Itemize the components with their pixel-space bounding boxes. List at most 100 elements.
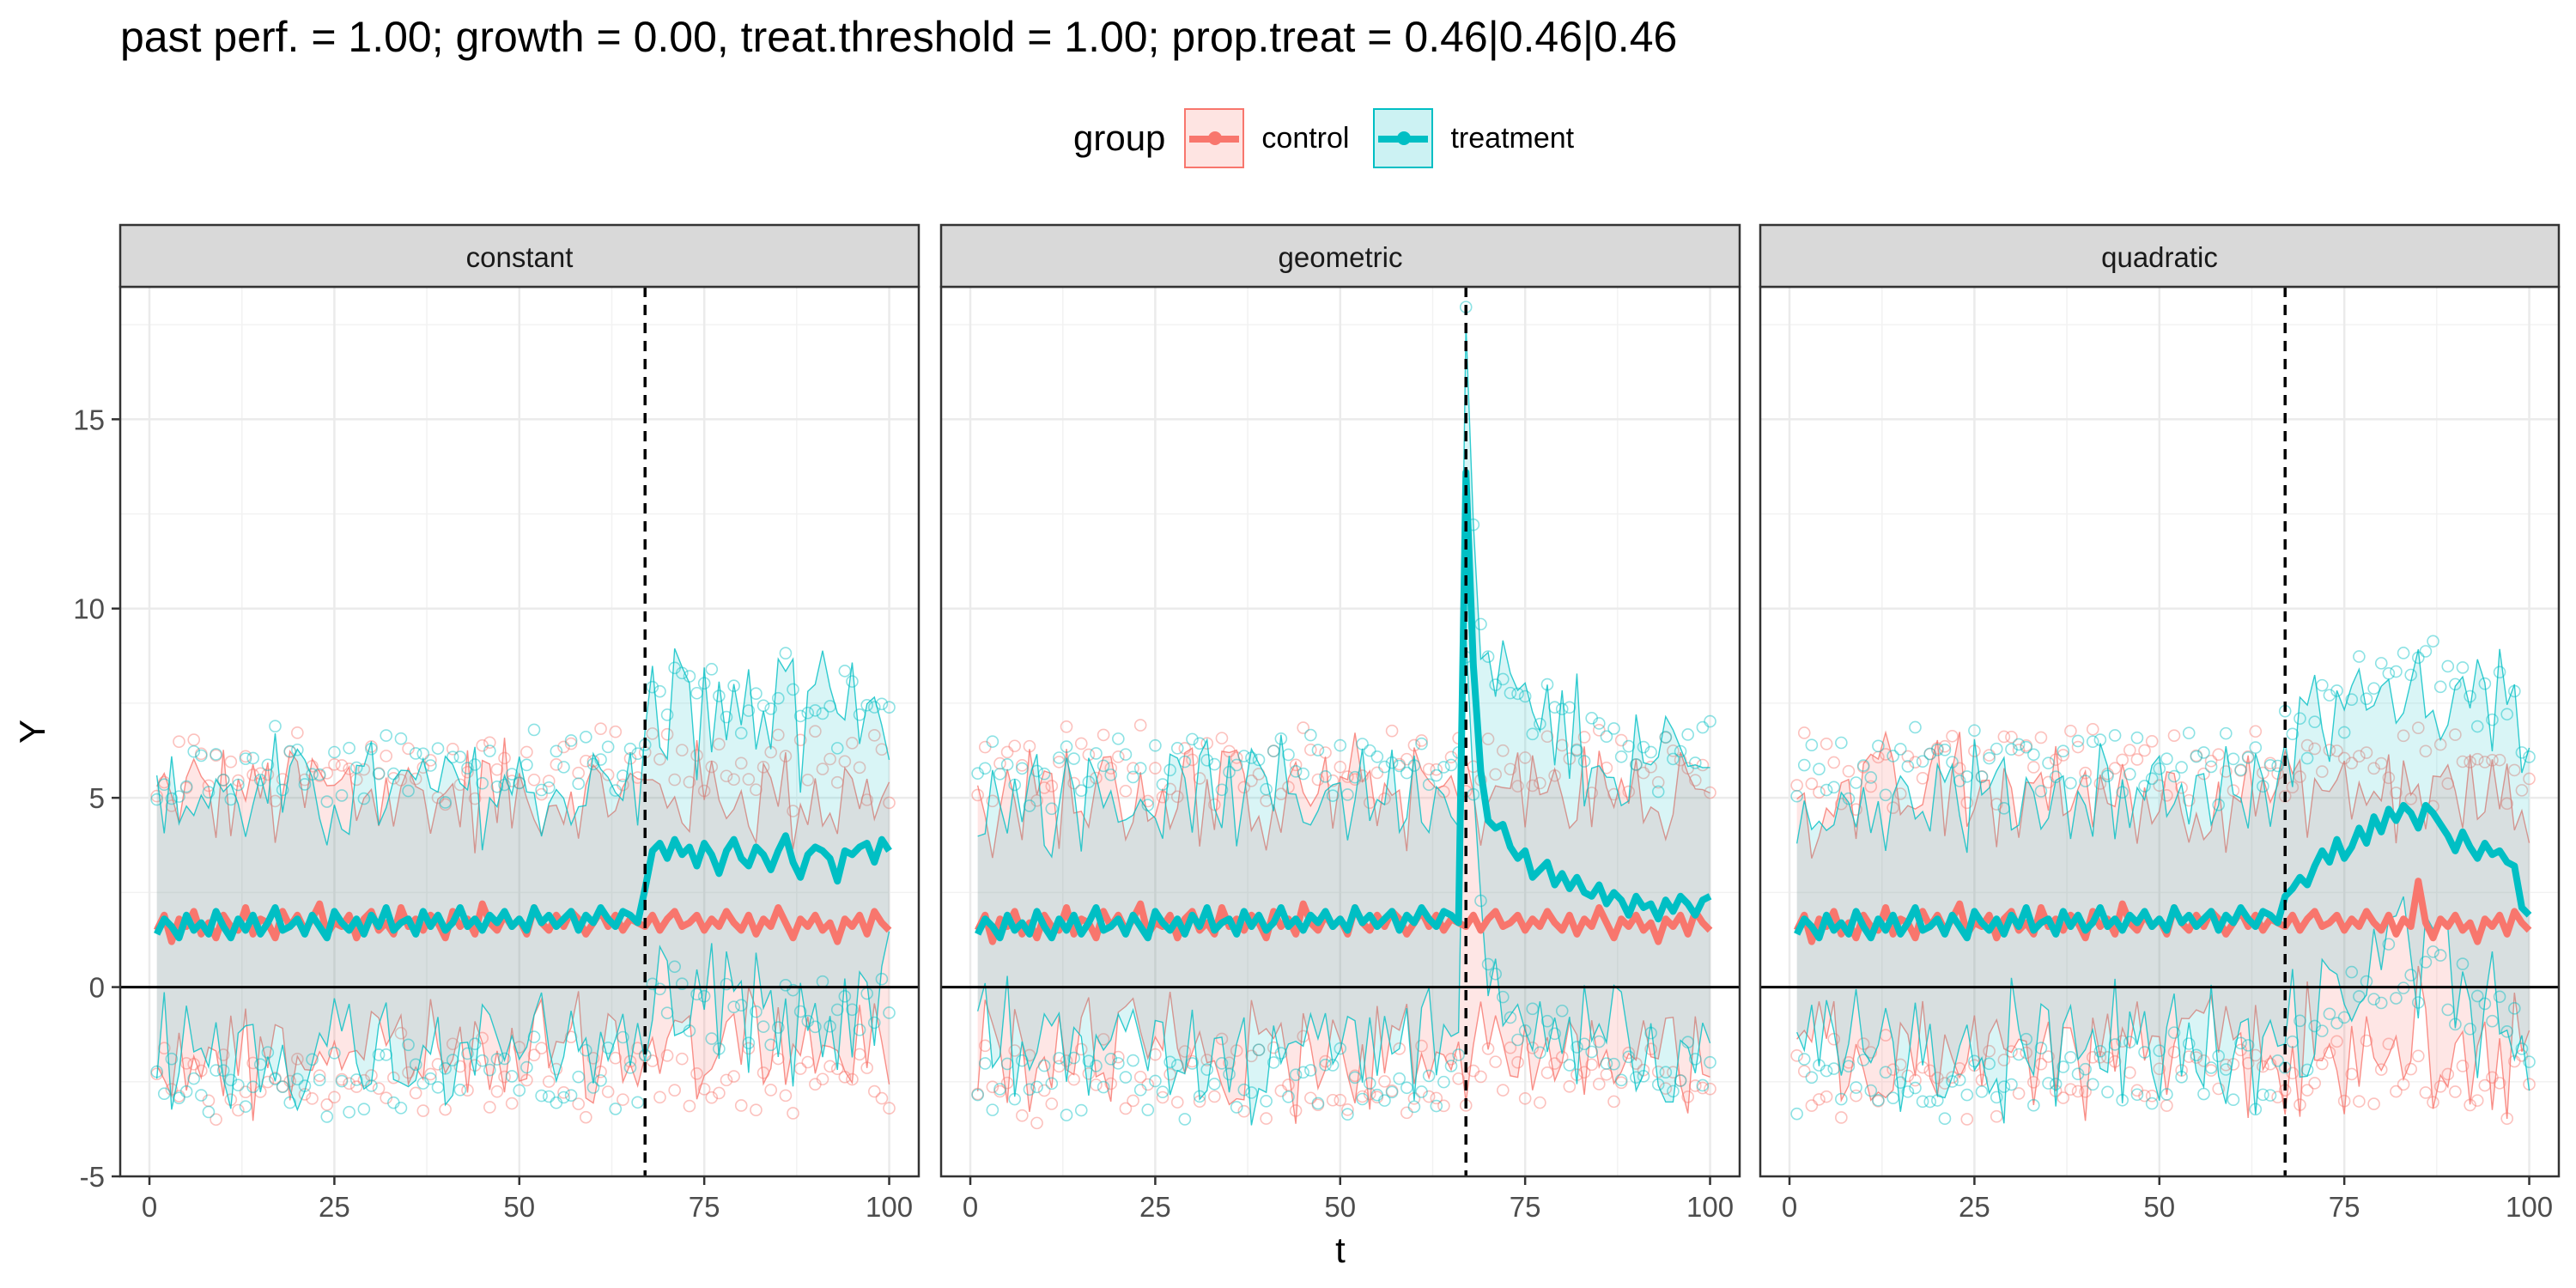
scatter-point-control xyxy=(1856,761,1870,774)
scatter-point-treatment xyxy=(1289,765,1303,778)
scatter-point-treatment xyxy=(157,1087,171,1101)
scatter-point-treatment xyxy=(1385,756,1399,769)
scatter-point-treatment xyxy=(631,1096,644,1109)
scatter-point-control xyxy=(1400,752,1413,766)
scatter-point-control xyxy=(2130,1084,2144,1097)
scatter-point-control xyxy=(1407,738,1421,752)
scatter-point-treatment xyxy=(646,977,659,991)
scatter-point-treatment xyxy=(2160,752,2173,765)
scatter-point-control xyxy=(2182,793,2196,807)
scatter-point-treatment xyxy=(2470,989,2484,1003)
scatter-point-control xyxy=(269,1072,282,1084)
scatter-point-treatment xyxy=(1282,1091,1295,1103)
scatter-point-control xyxy=(1200,1054,1214,1066)
scatter-point-control xyxy=(2300,1084,2314,1097)
scatter-point-treatment xyxy=(1141,1103,1155,1116)
scatter-point-control xyxy=(1008,739,1022,753)
scatter-point-treatment xyxy=(2079,1062,2092,1076)
scatter-point-treatment xyxy=(1223,765,1236,779)
scatter-point-treatment xyxy=(165,792,179,805)
scatter-point-treatment xyxy=(1356,1092,1369,1106)
scatter-point-treatment xyxy=(461,1047,474,1060)
scatter-point-control xyxy=(1127,762,1139,775)
scatter-point-control xyxy=(1319,1054,1332,1068)
scatter-point-treatment xyxy=(2508,1002,2521,1015)
scatter-point-treatment xyxy=(2412,651,2425,665)
scatter-point-treatment xyxy=(335,1074,349,1088)
scatter-point-control xyxy=(1630,758,1643,771)
scatter-point-control xyxy=(1045,1097,1059,1110)
scatter-point-control xyxy=(713,1086,726,1100)
scatter-point-control xyxy=(1444,750,1458,764)
scatter-point-control xyxy=(683,1099,696,1113)
scatter-point-treatment xyxy=(2300,751,2314,765)
scatter-point-control xyxy=(461,765,474,779)
scatter-point-treatment xyxy=(1946,756,1959,769)
scatter-point-control xyxy=(1230,751,1243,764)
scatter-point-control xyxy=(2382,1037,2396,1051)
scatter-point-treatment xyxy=(1260,782,1273,796)
scatter-point-treatment xyxy=(1518,690,1532,703)
scatter-point-control xyxy=(276,1080,289,1093)
scatter-point-control xyxy=(2145,1090,2159,1103)
x-tick-label: 75 xyxy=(689,1191,720,1223)
scatter-point-treatment xyxy=(1960,770,1974,783)
scatter-point-control xyxy=(1437,1099,1450,1113)
scatter-point-control xyxy=(239,1085,252,1099)
lower-bound-control-constant xyxy=(156,987,890,1121)
scatter-point-treatment xyxy=(269,1072,282,1085)
scatter-point-treatment xyxy=(2464,690,2476,703)
x-tick-label: 25 xyxy=(319,1191,350,1223)
scatter-point-treatment xyxy=(2419,956,2433,969)
scatter-point-control xyxy=(2093,777,2107,790)
scatter-point-treatment xyxy=(2064,1050,2077,1064)
scatter-point-treatment xyxy=(1916,1095,1929,1109)
scatter-point-control xyxy=(772,728,785,742)
scatter-point-treatment xyxy=(513,776,526,790)
scatter-point-treatment xyxy=(971,1088,984,1102)
scatter-point-treatment xyxy=(1997,1080,2011,1093)
scatter-point-treatment xyxy=(2153,762,2166,775)
scatter-point-control xyxy=(1260,1112,1273,1125)
scatter-point-treatment xyxy=(232,778,245,792)
scatter-point-control xyxy=(1827,756,1841,769)
scatter-point-treatment xyxy=(572,1070,586,1084)
scatter-point-treatment xyxy=(2049,770,2063,783)
scatter-point-control xyxy=(1585,787,1598,799)
scatter-point-treatment xyxy=(2220,1063,2233,1076)
scatter-point-control xyxy=(816,1072,829,1086)
scatter-point-treatment xyxy=(838,990,852,1003)
scatter-point-treatment xyxy=(343,1105,355,1119)
scatter-point-treatment xyxy=(2508,684,2521,698)
mean-line-treatment-quadratic xyxy=(1794,801,2532,942)
scatter-point-control xyxy=(1489,768,1503,781)
scatter-point-treatment xyxy=(2337,726,2351,739)
scatter-point-control xyxy=(1805,1099,1819,1112)
scatter-point-control xyxy=(394,1026,408,1040)
scatter-point-treatment xyxy=(668,661,682,675)
scatter-point-control xyxy=(2160,788,2173,802)
scatter-point-treatment xyxy=(1938,744,1952,756)
scatter-point-control xyxy=(2012,744,2026,756)
x-axis-label: t xyxy=(1335,1230,1346,1270)
scatter-point-treatment xyxy=(1267,744,1280,757)
scatter-point-treatment xyxy=(764,1038,777,1052)
scatter-point-treatment xyxy=(1842,792,1856,805)
scatter-point-control xyxy=(2493,1077,2506,1090)
scatter-point-control xyxy=(557,740,570,754)
scatter-point-treatment xyxy=(1393,759,1406,773)
scatter-point-treatment xyxy=(1827,781,1841,794)
scatter-point-treatment xyxy=(2234,763,2247,776)
scatter-point-control xyxy=(660,1049,674,1062)
scatter-point-control xyxy=(1304,1091,1317,1105)
scatter-point-treatment xyxy=(202,786,216,799)
scatter-point-treatment xyxy=(535,1089,548,1103)
scatter-point-treatment xyxy=(1000,758,1014,771)
scatter-point-control xyxy=(2101,1051,2114,1064)
scatter-point-treatment xyxy=(349,1073,363,1086)
scatter-point-control xyxy=(883,1102,896,1115)
scatter-point-treatment xyxy=(2433,949,2447,962)
scatter-point-treatment xyxy=(809,704,822,717)
scatter-point-treatment xyxy=(439,1062,452,1075)
scatter-point-treatment xyxy=(246,1080,259,1094)
